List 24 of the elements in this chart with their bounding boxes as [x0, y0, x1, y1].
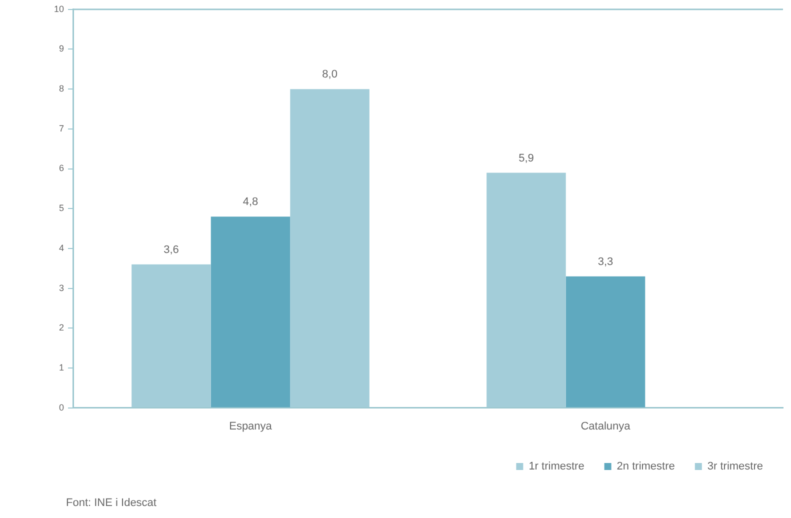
data-label: 3,3 — [598, 256, 614, 268]
data-label: 3,6 — [164, 244, 179, 256]
legend-label: 1r trimestre — [528, 460, 584, 473]
y-tick-label: 9 — [58, 44, 64, 54]
y-tick-label: 10 — [54, 4, 64, 14]
bar — [566, 276, 646, 408]
y-tick-label: 1 — [58, 362, 64, 372]
y-tick-label: 5 — [58, 203, 64, 214]
y-tick-label: 7 — [58, 123, 64, 134]
data-label: 8,0 — [322, 68, 338, 81]
bar — [210, 216, 290, 408]
y-tick-label: 8 — [58, 84, 64, 94]
y-tick-label: 3 — [58, 282, 64, 293]
data-label: 4,8 — [242, 196, 258, 208]
y-tick-label: 2 — [58, 322, 64, 333]
x-tick-label: Espanya — [229, 420, 273, 432]
text: Font: INE i Idescat — [66, 497, 156, 509]
y-tick-label: 0 — [58, 402, 64, 412]
data-label: 5,9 — [518, 152, 534, 164]
legend-label: 3r trimestre — [707, 460, 764, 473]
y-tick-label: 4 — [58, 242, 64, 253]
legend-label: 2n trimestre — [616, 460, 675, 473]
x-tick-label: Catalunya — [580, 420, 632, 432]
y-tick-label: 6 — [58, 163, 64, 174]
